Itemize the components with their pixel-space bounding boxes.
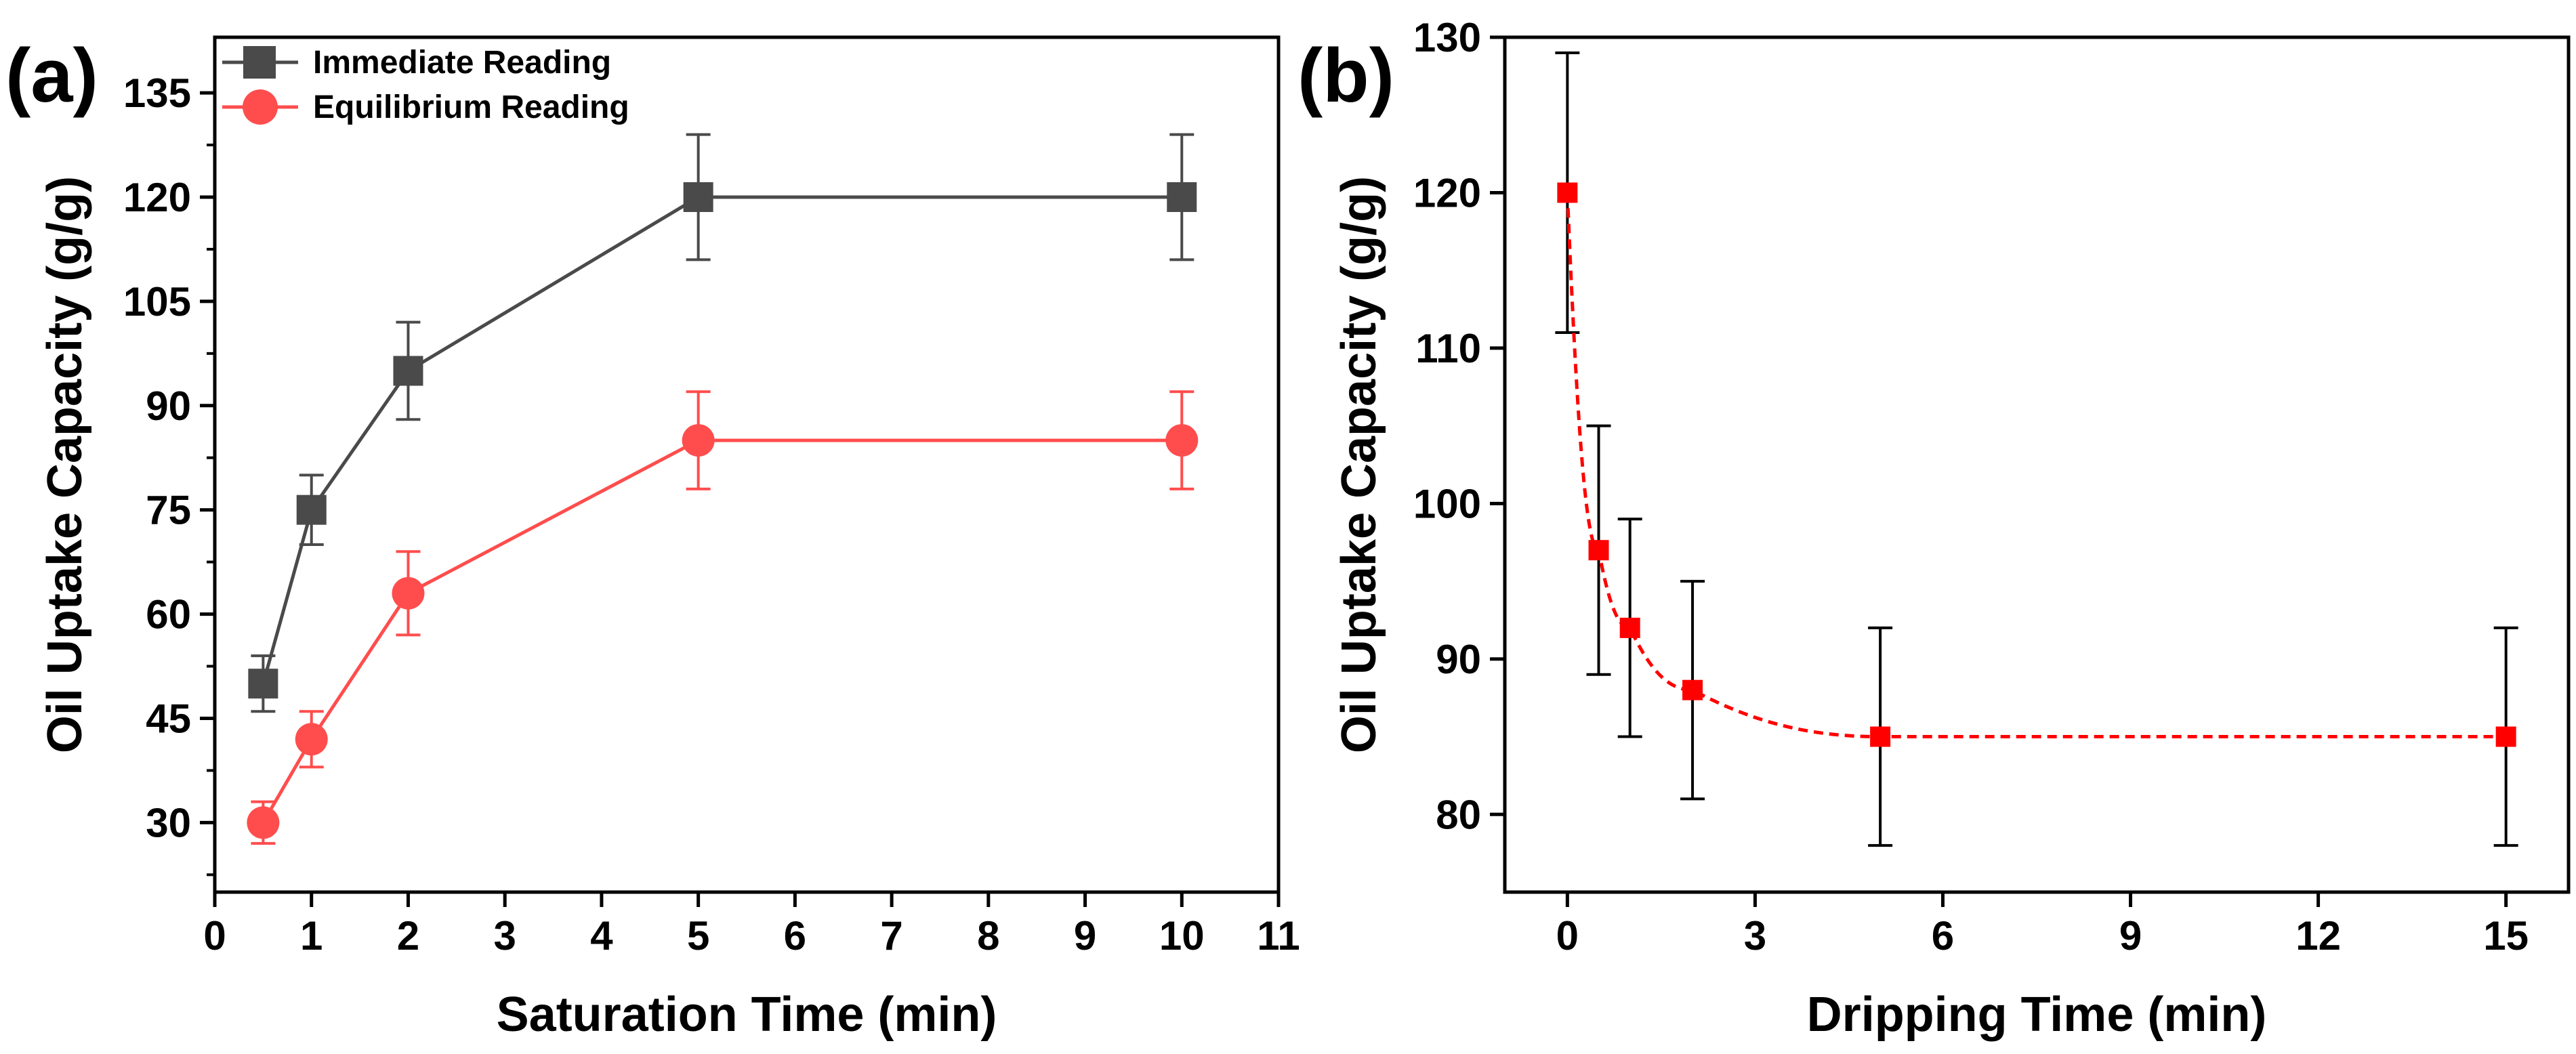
y-tick-label-a: 90 bbox=[146, 383, 191, 429]
x-tick-label-a: 0 bbox=[203, 913, 226, 958]
data-point-equilibrium-reading bbox=[682, 424, 715, 457]
data-point-equilibrium-reading bbox=[247, 806, 280, 839]
x-tick-label-a: 11 bbox=[1257, 913, 1300, 958]
data-point-series bbox=[1619, 617, 1640, 638]
data-point-equilibrium-reading bbox=[295, 723, 328, 756]
y-tick-label-a: 135 bbox=[123, 70, 191, 116]
x-tick-label-a: 2 bbox=[397, 913, 419, 958]
x-tick-label-b: 0 bbox=[1556, 913, 1579, 958]
plot-frame-a bbox=[213, 35, 1281, 894]
y-tick-label-b: 130 bbox=[1413, 15, 1481, 60]
y-tick-label-b: 90 bbox=[1436, 637, 1481, 682]
data-point-series bbox=[1588, 540, 1609, 561]
y-tick-label-a: 60 bbox=[146, 592, 191, 637]
chart-panel-b: (b) Dripping Time (min) Oil Uptake Capac… bbox=[1297, 15, 2571, 1042]
data-point-series bbox=[1870, 726, 1891, 747]
legend-marker-immediate bbox=[243, 46, 276, 79]
y-axis-title-b: Oil Uptake Capacity (g/g) bbox=[1332, 176, 1386, 753]
data-point-series bbox=[2495, 726, 2516, 747]
data-point-equilibrium-reading bbox=[1165, 424, 1199, 457]
y-axis-title-a: Oil Uptake Capacity (g/g) bbox=[38, 176, 92, 753]
y-tick-label-b: 120 bbox=[1413, 170, 1481, 215]
y-tick-label-a: 45 bbox=[146, 696, 191, 741]
y-tick-label-a: 120 bbox=[123, 175, 191, 220]
legend-label-immediate: Immediate Reading bbox=[313, 45, 611, 81]
x-axis-title-b: Dripping Time (min) bbox=[1807, 988, 2267, 1042]
legend-marker-equilibrium bbox=[243, 89, 278, 125]
y-tick-label-b: 100 bbox=[1413, 481, 1481, 526]
panel-label-a: (a) bbox=[5, 33, 98, 118]
x-tick-label-a: 7 bbox=[880, 913, 902, 958]
plot-frame-b bbox=[1503, 35, 2571, 894]
y-tick-label-a: 30 bbox=[146, 800, 191, 845]
chart-panel-a: (a) Saturation Time (min) Oil Uptake Cap… bbox=[5, 33, 1300, 1042]
y-tick-label-a: 75 bbox=[146, 488, 191, 533]
series-line-b bbox=[1565, 192, 2506, 739]
x-tick-label-b: 12 bbox=[2295, 913, 2341, 958]
x-tick-label-b: 9 bbox=[2119, 913, 2142, 958]
y-tick-label-a: 105 bbox=[123, 279, 191, 324]
data-point-immediate-reading bbox=[1167, 182, 1197, 212]
legend-label-equilibrium: Equilibrium Reading bbox=[313, 89, 629, 125]
x-tick-label-b: 3 bbox=[1744, 913, 1766, 958]
data-point-immediate-reading bbox=[248, 669, 278, 699]
y-tick-label-b: 110 bbox=[1415, 326, 1481, 371]
data-point-immediate-reading bbox=[683, 182, 713, 212]
x-tick-label-a: 5 bbox=[687, 913, 709, 958]
y-tick-label-b: 80 bbox=[1436, 792, 1481, 837]
data-point-series bbox=[1557, 182, 1578, 203]
x-tick-label-a: 4 bbox=[590, 913, 613, 958]
x-tick-label-a: 3 bbox=[493, 913, 516, 958]
x-tick-label-a: 6 bbox=[784, 913, 806, 958]
series-line-equilibrium-reading bbox=[262, 438, 1182, 824]
x-tick-label-a: 10 bbox=[1159, 913, 1205, 958]
x-axis-title-a: Saturation Time (min) bbox=[497, 988, 997, 1042]
data-point-immediate-reading bbox=[393, 356, 423, 386]
x-tick-label-b: 6 bbox=[1932, 913, 1954, 958]
data-point-series bbox=[1682, 679, 1703, 700]
x-tick-label-b: 15 bbox=[2483, 913, 2529, 958]
data-point-equilibrium-reading bbox=[392, 576, 425, 610]
x-tick-label-a: 8 bbox=[977, 913, 999, 958]
data-point-immediate-reading bbox=[296, 494, 327, 525]
legend-a: Immediate Reading Equilibrium Reading bbox=[222, 45, 629, 125]
panel-label-b: (b) bbox=[1297, 33, 1394, 118]
x-tick-label-a: 1 bbox=[300, 913, 323, 958]
x-tick-label-a: 9 bbox=[1074, 913, 1096, 958]
